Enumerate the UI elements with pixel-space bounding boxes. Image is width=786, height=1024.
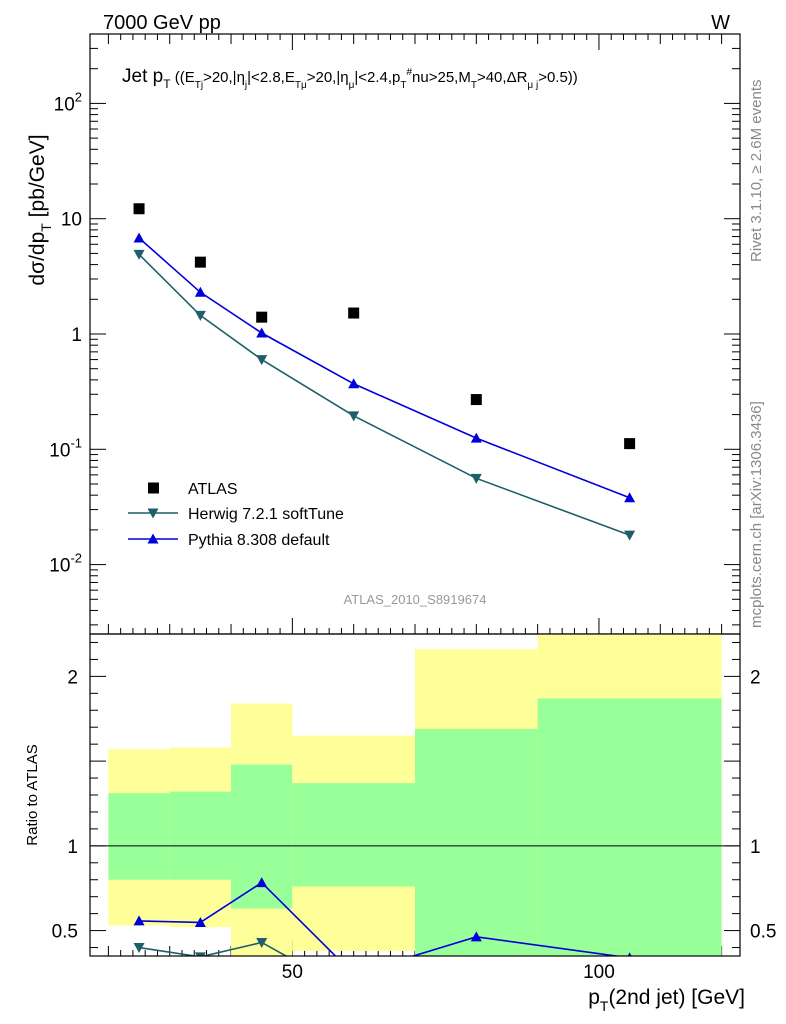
pythia-data-point: [256, 327, 268, 338]
main-y-tick-label: 1: [71, 325, 82, 346]
ratio-band-green: [537, 698, 722, 956]
legend-herwig-marker: [147, 508, 159, 519]
atlas-data-point: [133, 203, 145, 215]
ratio-series-line: [138, 941, 288, 956]
ratio-y-tick-label-right: 1: [750, 837, 761, 858]
legend-label: ATLAS: [188, 481, 238, 498]
pythia-data-point: [133, 232, 145, 243]
ratio-y-tick-label-right: 2: [750, 667, 761, 688]
main-series-line: [138, 237, 630, 499]
main-y-tick-label: 10-2: [49, 551, 82, 577]
ratio-pythia-point: [133, 915, 145, 926]
main-y-axis-label: dσ/dpT [pb/GeV]: [26, 134, 54, 285]
legend-label: Pythia 8.308 default: [188, 532, 330, 549]
atlas-data-point: [624, 438, 636, 450]
legend: ATLAS Herwig 7.2.1 softTune Pythia 8.308 d…: [128, 481, 344, 549]
ratio-y-tick-label-right: 0.5: [750, 922, 776, 943]
pythia-data-point: [194, 286, 206, 297]
herwig-data-point: [194, 310, 206, 321]
ratio-pythia-point: [470, 931, 482, 942]
legend-atlas-marker: [148, 482, 159, 494]
ratio-y-tick-label: 0.5: [52, 922, 78, 943]
ratio-herwig-point: [194, 952, 206, 956]
pythia-data-point: [624, 492, 636, 503]
main-y-tick-label: 10-1: [49, 435, 82, 461]
ratio-band-green: [415, 728, 538, 956]
herwig-data-point: [133, 249, 145, 260]
process-label: W: [711, 12, 730, 34]
ratio-y-tick-label: 1: [67, 837, 78, 858]
atlas-data-point: [194, 256, 206, 268]
herwig-data-point: [470, 473, 482, 484]
svg-text:pT(2nd jet) [GeV]: pT(2nd jet) [GeV]: [588, 986, 745, 1014]
herwig-data-point: [624, 530, 636, 541]
atlas-data-point: [470, 394, 482, 406]
energy-label: 7000 GeV pp: [103, 12, 221, 34]
main-title-text: Jet pT ((ETj>20,|ηj|<2.8,ETμ>20,|ημ|<2.4…: [122, 66, 578, 91]
ratio-herwig-point: [471, 976, 482, 986]
ratio-pythia-point: [256, 877, 268, 888]
analysis-watermark: ATLAS_2010_S8919674: [344, 592, 487, 607]
ratio-herwig-point: [256, 937, 268, 948]
svg-text:dσ/dpT [pb/GeV]: dσ/dpT [pb/GeV]: [26, 134, 54, 285]
ratio-herwig-point: [348, 989, 359, 999]
ratio-series-group: [133, 877, 632, 999]
ratio-band-green: [108, 793, 170, 880]
x-tick-label: 100: [583, 962, 615, 983]
main-series-line: [138, 253, 630, 536]
ratio-herwig-point: [133, 943, 145, 954]
main-y-tick-label: 102: [54, 89, 82, 115]
ratio-band-green: [292, 783, 415, 887]
herwig-data-point: [256, 355, 268, 366]
pythia-data-point: [348, 378, 360, 389]
ratio-y-tick-label: 2: [67, 667, 78, 688]
herwig-data-point: [348, 411, 360, 422]
x-tick-label: 50: [282, 962, 303, 983]
ratio-pythia-point: [194, 916, 206, 927]
ratio-pythia-point: [627, 952, 632, 956]
main-title: Jet pT ((ETj>20,|ηj|<2.8,ETμ>20,|ημ|<2.4…: [122, 66, 578, 91]
legend-pythia-marker: [147, 533, 159, 544]
pythia-data-point: [470, 432, 482, 443]
ratio-series-line: [139, 881, 622, 956]
legend-label: Herwig 7.2.1 softTune: [188, 506, 344, 523]
rivet-label: Rivet 3.1.10, ≥ 2.6M events: [748, 80, 765, 263]
atlas-data-point: [348, 307, 360, 319]
main-y-tick-label: 10: [61, 210, 82, 231]
ratio-y-axis-label: Ratio to ATLAS: [24, 744, 41, 845]
ratio-pythia-point: [348, 969, 359, 979]
atlas-data-point: [256, 311, 268, 323]
ratio-band-green: [169, 791, 232, 880]
mcplots-label: mcplots.cern.ch [arXiv:1306.3436]: [748, 401, 765, 628]
x-axis-label: pT(2nd jet) [GeV]: [588, 986, 745, 1014]
